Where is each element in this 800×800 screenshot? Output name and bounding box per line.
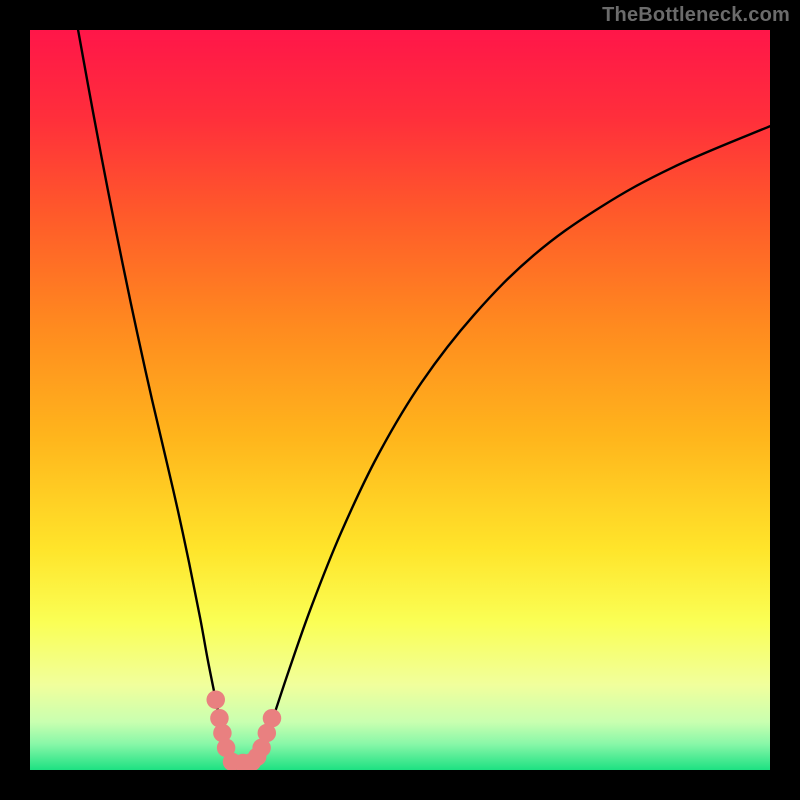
gradient-background	[30, 30, 770, 770]
marker-dot	[206, 690, 225, 709]
watermark-text: TheBottleneck.com	[602, 4, 790, 27]
bottleneck-chart	[30, 30, 770, 770]
marker-dot	[263, 709, 282, 728]
chart-frame: TheBottleneck.com	[0, 0, 800, 800]
